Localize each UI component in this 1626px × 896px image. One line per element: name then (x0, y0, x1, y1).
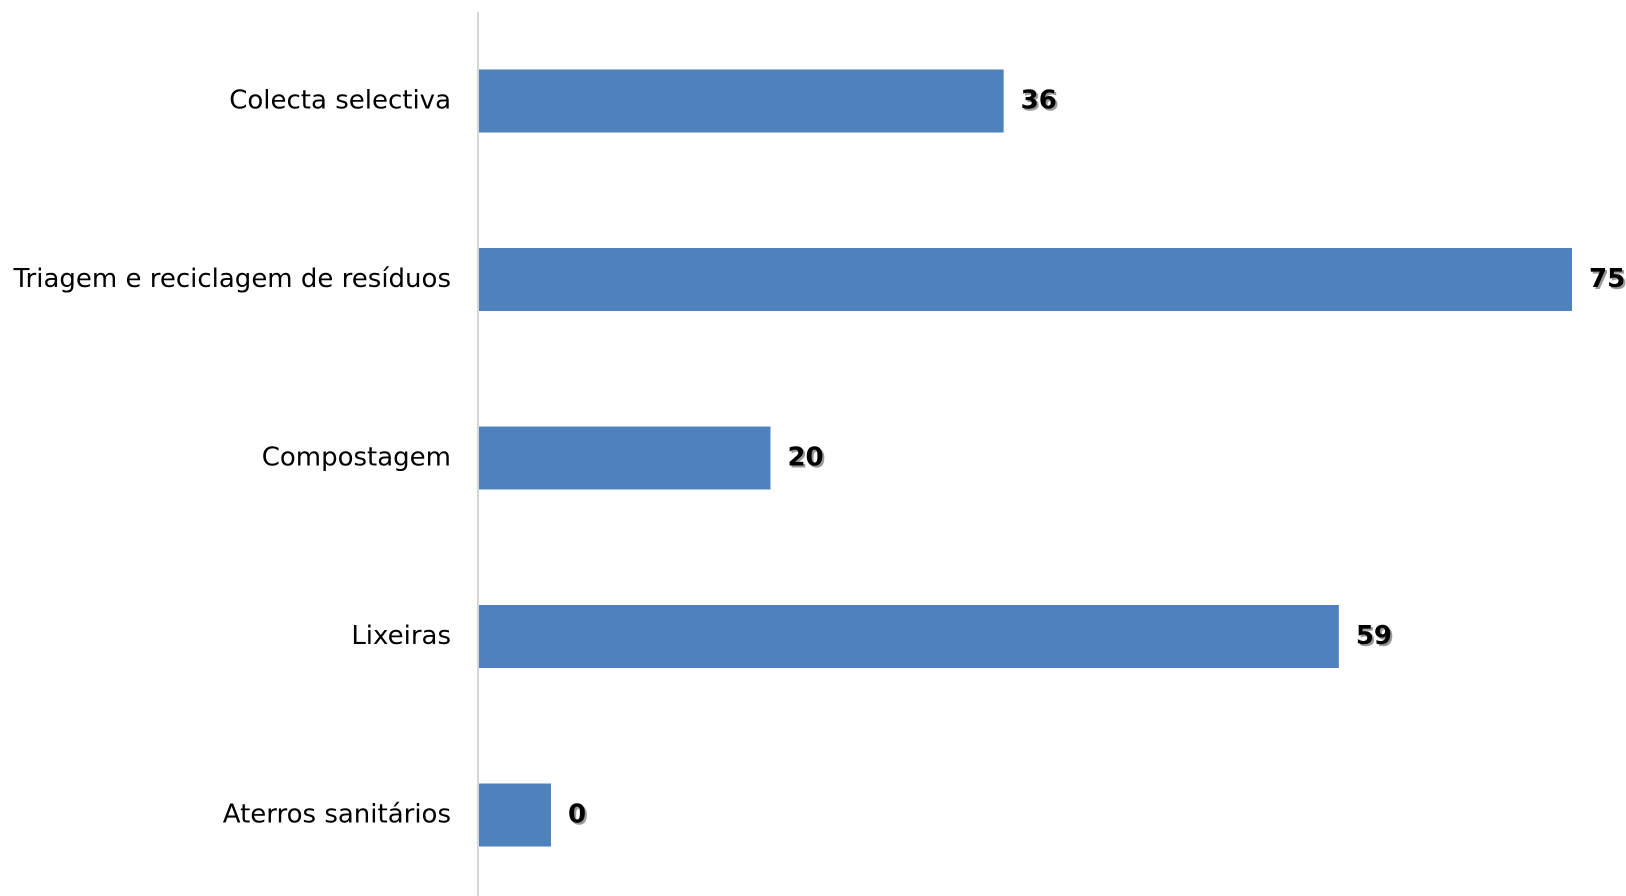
category-label: Aterros sanitários (223, 800, 451, 830)
value-label-shadow: 36 (1023, 88, 1059, 118)
category-label: Compostagem (262, 443, 451, 473)
value-label-shadow: 59 (1358, 623, 1394, 653)
bar (479, 783, 551, 847)
category-label: Colecta selectiva (229, 86, 451, 116)
value-label: 0 (568, 800, 586, 830)
category-label: Lixeiras (351, 621, 451, 651)
bar (479, 605, 1339, 668)
value-label-shadow: 20 (789, 445, 825, 475)
value-label: 20 (787, 443, 823, 473)
value-label: 75 (1589, 264, 1625, 294)
category-label: Triagem e reciclagem de resíduos (12, 264, 451, 294)
value-label-shadow: 0 (570, 802, 588, 832)
value-label-shadow: 75 (1591, 266, 1626, 296)
bar (479, 248, 1572, 311)
value-label: 36 (1021, 86, 1057, 116)
bar (479, 69, 1004, 133)
category-labels-group: Colecta selectiva Triagem e reciclagem de… (12, 86, 451, 830)
bars-group (479, 69, 1572, 847)
value-label: 59 (1356, 621, 1392, 651)
bar (479, 426, 771, 490)
